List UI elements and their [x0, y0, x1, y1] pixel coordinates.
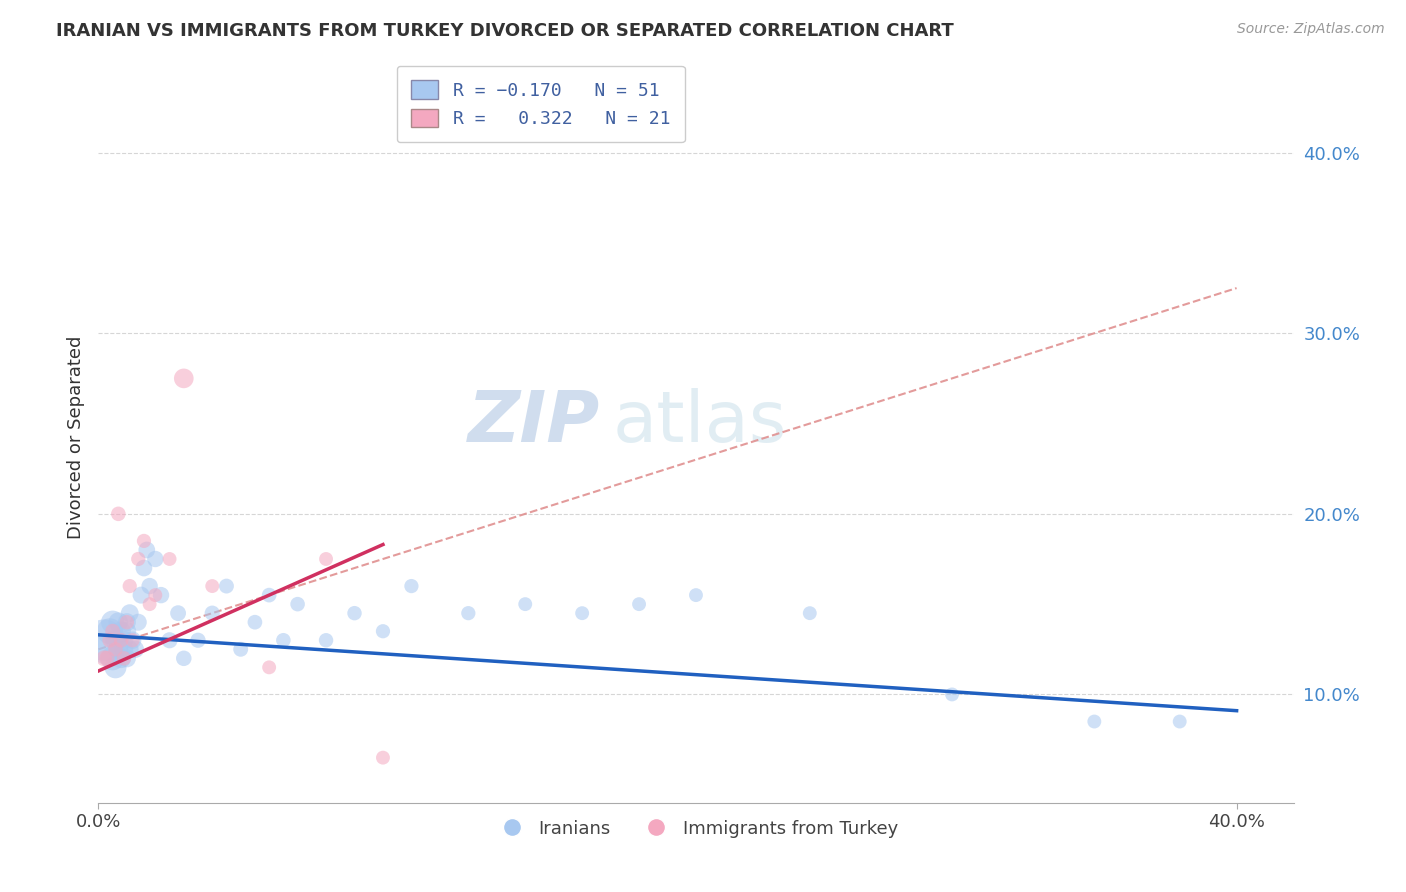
Point: [121, 633, 143, 648]
Point: [107, 642, 129, 657]
Point: [115, 624, 138, 639]
Point: [98, 633, 121, 648]
Point: [101, 651, 124, 665]
Text: IRANIAN VS IMMIGRANTS FROM TURKEY DIVORCED OR SEPARATED CORRELATION CHART: IRANIAN VS IMMIGRANTS FROM TURKEY DIVORC…: [56, 22, 955, 40]
Point: [93, 633, 115, 648]
Point: [215, 579, 238, 593]
Point: [150, 588, 173, 602]
Point: [173, 651, 195, 665]
Point: [104, 642, 127, 657]
Point: [101, 624, 124, 639]
Point: [132, 533, 155, 548]
Point: [110, 624, 132, 639]
Point: [135, 543, 157, 558]
Point: [107, 507, 129, 521]
Point: [96, 642, 118, 657]
Point: [118, 642, 141, 657]
Point: [143, 552, 166, 566]
Point: [93, 651, 115, 665]
Point: [96, 651, 118, 665]
Point: [159, 633, 181, 648]
Point: [167, 606, 190, 620]
Point: [1168, 714, 1191, 729]
Point: [315, 633, 337, 648]
Point: [273, 633, 295, 648]
Point: [371, 750, 394, 764]
Point: [143, 588, 166, 602]
Point: [287, 597, 309, 611]
Point: [173, 371, 195, 385]
Point: [799, 606, 821, 620]
Point: [628, 597, 651, 611]
Point: [112, 642, 135, 657]
Point: [187, 633, 209, 648]
Point: [941, 688, 963, 702]
Point: [115, 615, 138, 630]
Point: [571, 606, 593, 620]
Point: [371, 624, 394, 639]
Point: [115, 651, 138, 665]
Point: [201, 579, 224, 593]
Text: atlas: atlas: [613, 388, 787, 457]
Point: [343, 606, 366, 620]
Point: [1083, 714, 1105, 729]
Point: [110, 633, 132, 648]
Point: [201, 606, 224, 620]
Point: [127, 615, 149, 630]
Point: [257, 660, 280, 674]
Point: [104, 660, 127, 674]
Text: Source: ZipAtlas.com: Source: ZipAtlas.com: [1237, 22, 1385, 37]
Point: [138, 597, 160, 611]
Point: [98, 624, 121, 639]
Point: [112, 651, 135, 665]
Point: [118, 579, 141, 593]
Point: [121, 633, 143, 648]
Point: [115, 615, 138, 630]
Point: [124, 642, 146, 657]
Point: [243, 615, 266, 630]
Point: [107, 615, 129, 630]
Point: [132, 561, 155, 575]
Point: [257, 588, 280, 602]
Point: [118, 606, 141, 620]
Point: [127, 552, 149, 566]
Point: [515, 597, 537, 611]
Point: [457, 606, 479, 620]
Legend: Iranians, Immigrants from Turkey: Iranians, Immigrants from Turkey: [486, 813, 905, 845]
Point: [229, 642, 252, 657]
Text: ZIP: ZIP: [468, 388, 600, 457]
Point: [159, 552, 181, 566]
Point: [315, 552, 337, 566]
Point: [101, 615, 124, 630]
Point: [685, 588, 707, 602]
Point: [112, 633, 135, 648]
Point: [138, 579, 160, 593]
Point: [104, 633, 127, 648]
Point: [129, 588, 152, 602]
Y-axis label: Divorced or Separated: Divorced or Separated: [66, 335, 84, 539]
Point: [110, 651, 132, 665]
Point: [401, 579, 423, 593]
